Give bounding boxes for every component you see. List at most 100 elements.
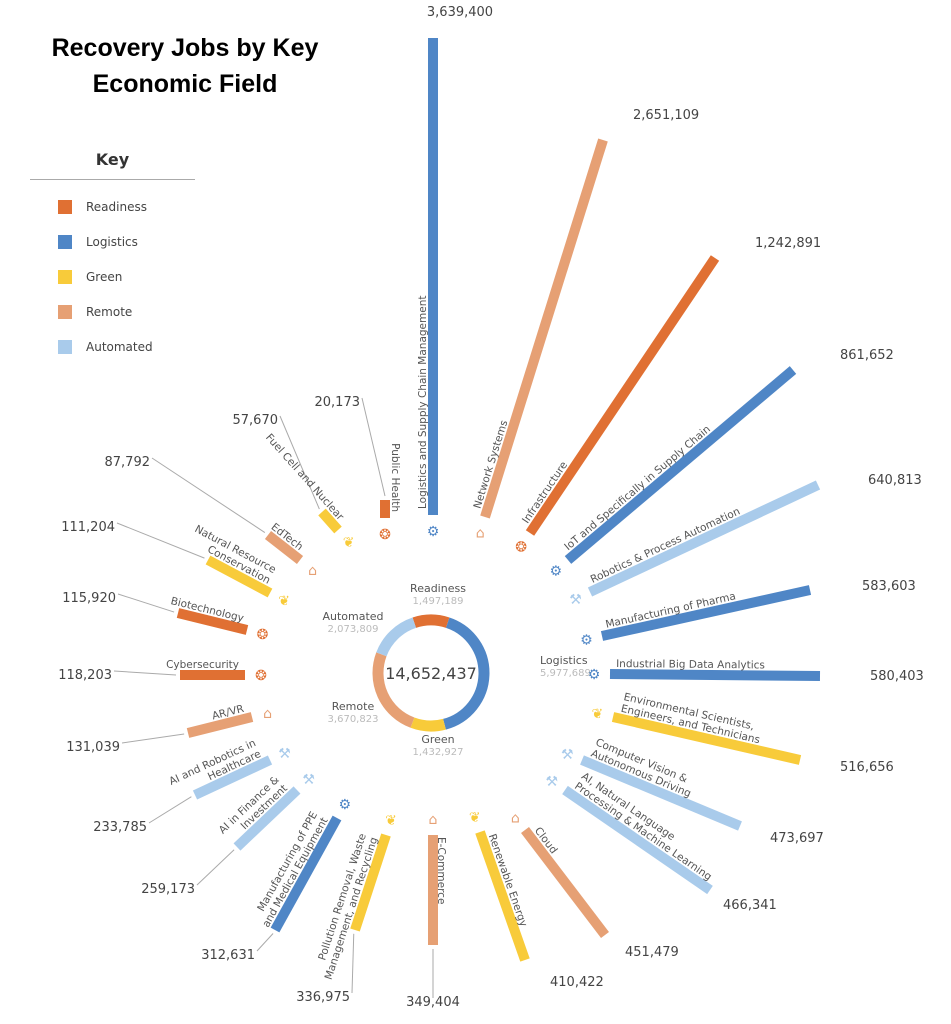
bar xyxy=(192,755,273,800)
donut-segment-remote xyxy=(372,652,415,728)
brain-icon: ❂ xyxy=(255,668,267,684)
bar xyxy=(562,785,713,895)
value-label: 861,652 xyxy=(840,348,894,363)
bar-group: 861,652⚙IoT and Specifically in Supply C… xyxy=(549,348,893,579)
category-label: E-Commerce xyxy=(435,837,447,904)
house-icon: ⌂ xyxy=(263,706,272,722)
bar xyxy=(186,712,254,738)
value-label: 451,479 xyxy=(625,945,679,960)
bar xyxy=(611,712,802,765)
leaf-icon: ❦ xyxy=(592,706,604,722)
segment-label: Green xyxy=(421,733,454,746)
value-label: 87,792 xyxy=(105,455,151,470)
segment-value: 3,670,823 xyxy=(328,714,379,725)
segment-value: 2,073,809 xyxy=(328,624,379,635)
bar-group: 349,404 ⌂ E-Commerce xyxy=(406,812,460,1010)
category-label-line: Logistics and Supply Chain Management xyxy=(417,296,429,509)
bar-group: 451,479⌂Cloud xyxy=(511,810,679,960)
legend-label: Logistics xyxy=(86,235,138,249)
legend-item: Logistics xyxy=(30,234,195,250)
chart-title: Recovery Jobs by Key Economic Field xyxy=(51,34,319,98)
legend-label: Automated xyxy=(86,340,153,354)
leader-line xyxy=(196,849,235,886)
legend-title: Key xyxy=(30,150,195,180)
category-label: Fuel Cell and Nuclear xyxy=(263,432,346,524)
bar xyxy=(521,826,609,939)
bar xyxy=(318,508,342,534)
bar xyxy=(525,255,720,536)
category-label-line: Cybersecurity xyxy=(166,659,239,671)
segment-value: 1,432,927 xyxy=(413,747,464,758)
gears-icon: ⚙ xyxy=(588,667,601,683)
bar-group: 131,039⌂AR/VR xyxy=(66,703,272,755)
bar xyxy=(587,480,821,597)
legend-item: Automated xyxy=(30,339,195,355)
value-label: 118,203 xyxy=(58,668,112,683)
bar-group: 580,403 ⚙ Industrial Big Data Analytics xyxy=(588,658,924,684)
legend-item: Remote xyxy=(30,304,195,320)
bar-group: 3,639,400 ⚙ Logistics and Supply Chain Man… xyxy=(417,5,493,540)
bar xyxy=(350,833,391,932)
category-label-line: Public Health xyxy=(389,443,401,512)
value-label: 2,651,109 xyxy=(633,108,699,123)
leader-line xyxy=(256,933,274,952)
segment-label: Logistics xyxy=(540,654,588,667)
value-label: 640,813 xyxy=(868,473,922,488)
leader-line xyxy=(113,670,177,676)
brain-icon: ❂ xyxy=(257,627,269,643)
value-label: 516,656 xyxy=(840,760,894,775)
leader-line xyxy=(148,796,192,824)
gears-icon: ⚙ xyxy=(427,524,440,540)
legend-label: Readiness xyxy=(86,200,147,214)
bar xyxy=(264,531,304,564)
house-icon: ⌂ xyxy=(429,812,438,828)
gears-icon: ⚙ xyxy=(580,632,593,648)
legend-label: Green xyxy=(86,270,123,284)
leaf-icon: ❦ xyxy=(385,813,397,829)
value-label: 466,341 xyxy=(723,898,777,913)
leader-line xyxy=(116,522,205,559)
legend-swatch xyxy=(58,270,72,284)
value-label: 580,403 xyxy=(870,669,924,684)
value-label: 410,422 xyxy=(550,975,604,990)
value-label: 20,173 xyxy=(315,395,361,410)
value-label: 57,670 xyxy=(233,413,279,428)
value-label: 115,920 xyxy=(62,591,116,606)
robot-arm-icon: ⚒ xyxy=(546,774,559,790)
house-icon: ⌂ xyxy=(511,810,520,826)
robot-arm-icon: ⚒ xyxy=(561,747,574,763)
bar xyxy=(176,608,249,635)
bar-group: 115,920❂Biotechnology xyxy=(62,591,268,643)
value-label: 131,039 xyxy=(66,740,120,755)
robot-arm-icon: ⚒ xyxy=(278,746,291,762)
bar xyxy=(609,669,821,681)
category-label-line: E-Commerce xyxy=(435,837,447,904)
bar-group: 583,603⚙Manufacturing of Pharma xyxy=(580,579,916,648)
leaf-icon: ❦ xyxy=(278,594,290,610)
legend-item: Green xyxy=(30,269,195,285)
donut-segment-green xyxy=(410,717,446,732)
value-label: 1,242,891 xyxy=(755,236,821,251)
gears-icon: ⚙ xyxy=(338,797,351,813)
leader-line xyxy=(361,397,386,497)
legend-item: Readiness xyxy=(30,199,195,215)
legend-swatch xyxy=(58,235,72,249)
leader-line xyxy=(279,415,320,510)
brain-icon: ❂ xyxy=(515,539,527,555)
legend-label: Remote xyxy=(86,305,133,319)
category-label: Public Health xyxy=(389,443,401,512)
category-label: Cybersecurity xyxy=(166,659,239,671)
bar-group: 118,203 ❂ Cybersecurity xyxy=(58,659,267,684)
category-label-line: and Medical Equipment xyxy=(260,816,330,930)
gears-icon: ⚙ xyxy=(549,563,562,579)
value-label: 3,639,400 xyxy=(427,5,493,20)
donut-segment-logistics xyxy=(442,617,490,730)
value-label: 349,404 xyxy=(406,995,460,1010)
segment-value: 1,497,189 xyxy=(413,596,464,607)
segment-label: Remote xyxy=(332,700,375,713)
robot-arm-icon: ⚒ xyxy=(302,772,315,788)
brain-icon: ❂ xyxy=(379,527,391,543)
leaf-icon: ❦ xyxy=(343,535,355,551)
